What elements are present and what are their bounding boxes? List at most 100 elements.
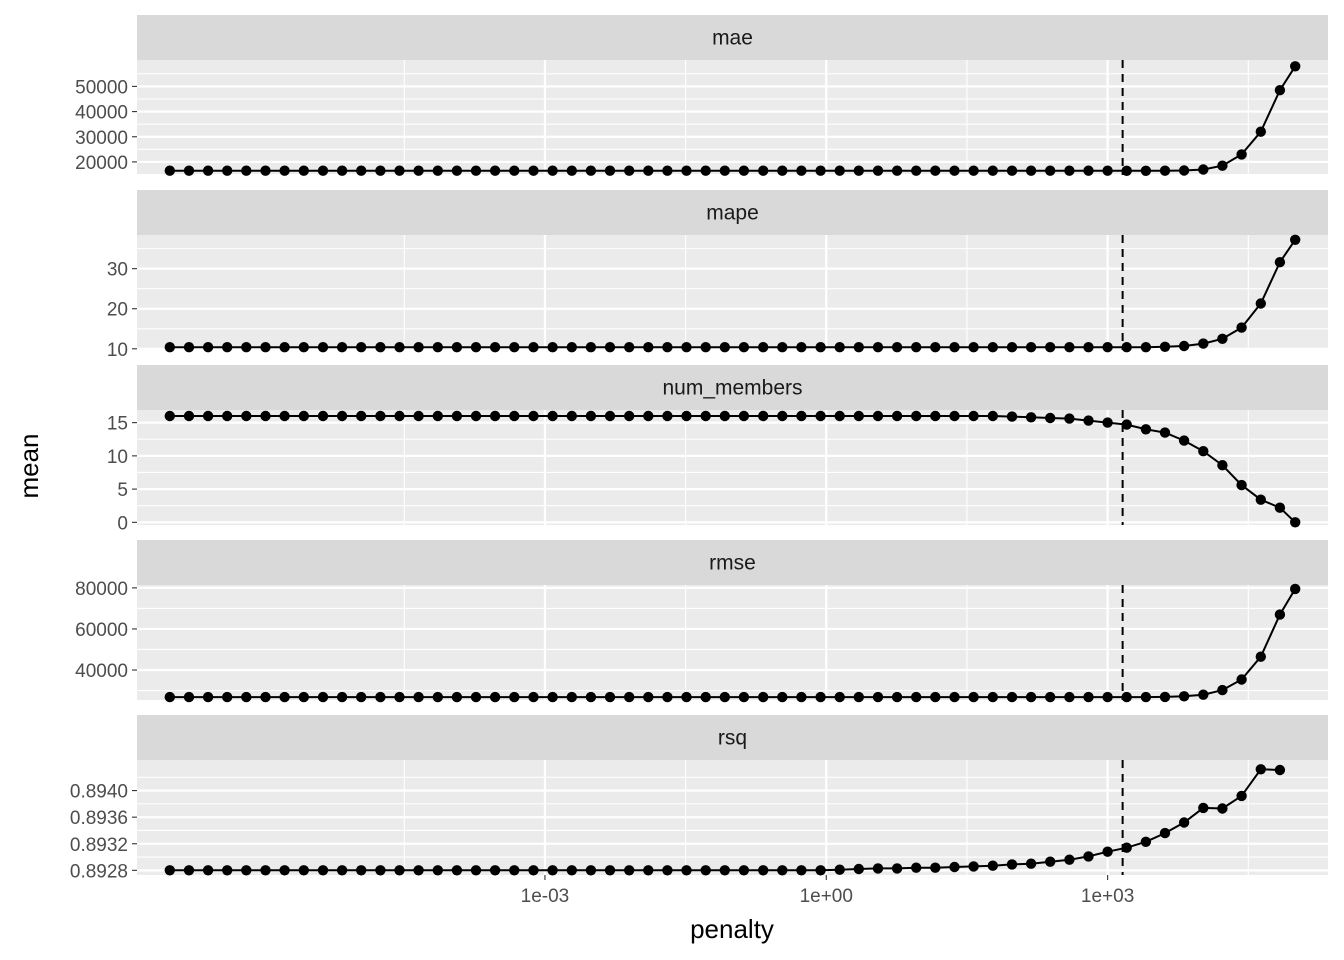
data-point — [375, 410, 386, 422]
data-point — [1102, 417, 1113, 428]
data-point — [643, 342, 654, 353]
data-point — [356, 410, 367, 422]
data-point — [451, 410, 463, 422]
facet-panels: mae 20000 30000 40000 50000 mape 10 20 30 num_mem… — [70, 15, 1328, 882]
data-point — [662, 410, 673, 422]
data-point — [1064, 342, 1075, 353]
data-point — [164, 410, 175, 422]
data-point — [394, 865, 405, 876]
data-point — [911, 410, 922, 422]
data-point — [1025, 342, 1037, 353]
data-point — [1025, 858, 1037, 869]
data-point — [451, 342, 463, 353]
data-point — [317, 410, 329, 422]
data-point — [700, 342, 711, 353]
data-point — [834, 342, 845, 353]
data-point — [1083, 342, 1094, 353]
data-point — [528, 865, 539, 876]
y-tick-label: 10 — [107, 447, 128, 468]
y-tick-label: 0.8932 — [70, 835, 128, 856]
data-point — [1006, 411, 1018, 422]
data-point — [853, 165, 864, 176]
data-point — [930, 342, 941, 353]
data-point — [815, 165, 826, 176]
data-point — [298, 410, 309, 422]
data-point — [604, 165, 616, 176]
data-point — [336, 691, 348, 703]
data-point — [1025, 165, 1037, 176]
data-point — [509, 342, 520, 353]
data-point — [566, 410, 577, 422]
data-point — [528, 691, 539, 703]
data-point — [317, 342, 329, 353]
data-point — [183, 865, 195, 876]
y-tick-label: 20 — [107, 300, 128, 321]
data-point — [547, 691, 558, 703]
data-point — [1290, 234, 1301, 245]
data-point — [394, 691, 405, 703]
y-tick-label: 30000 — [75, 128, 128, 149]
data-point — [700, 165, 711, 176]
data-point — [624, 165, 635, 176]
data-point — [298, 342, 309, 353]
data-point — [662, 865, 673, 876]
y-tick-label: 40000 — [75, 103, 128, 124]
data-point — [585, 410, 597, 422]
x-tick-label: 1e+03 — [1081, 886, 1134, 907]
data-point — [509, 410, 520, 422]
x-tick-label: 1e+00 — [800, 886, 853, 907]
data-point — [1236, 674, 1247, 685]
strip-num_members — [137, 365, 1328, 410]
data-point — [777, 691, 788, 703]
data-point — [432, 865, 443, 876]
data-point — [604, 865, 616, 876]
data-point — [222, 342, 233, 353]
data-point — [1255, 651, 1267, 662]
data-point — [1102, 342, 1113, 353]
data-point — [1217, 803, 1228, 814]
data-point — [891, 165, 903, 176]
data-point — [796, 342, 807, 353]
data-point — [1290, 517, 1301, 528]
y-tick-label: 0 — [117, 513, 128, 534]
data-point — [1217, 684, 1228, 696]
data-point — [1274, 85, 1286, 96]
y-tick-label: 0.8928 — [70, 861, 128, 882]
data-point — [738, 342, 750, 353]
data-point — [260, 342, 271, 353]
data-point — [1121, 342, 1132, 353]
data-point — [853, 342, 864, 353]
data-point — [356, 165, 367, 176]
data-point — [336, 865, 348, 876]
data-point — [470, 342, 482, 353]
strip-label-rsq: rsq — [718, 727, 747, 750]
strip-rmse — [137, 540, 1328, 585]
data-point — [183, 165, 195, 176]
data-point — [164, 865, 175, 876]
data-point — [260, 691, 271, 703]
gridlines-mae — [137, 60, 1328, 175]
data-point — [1159, 341, 1171, 352]
data-point — [911, 862, 922, 873]
data-point — [1045, 691, 1056, 703]
data-point — [681, 165, 692, 176]
panel-mape: mape 10 20 30 — [107, 190, 1328, 361]
data-point — [834, 165, 845, 176]
data-point — [1045, 856, 1056, 867]
data-point — [336, 165, 348, 176]
data-point — [509, 165, 520, 176]
data-point — [1102, 165, 1113, 176]
data-point — [700, 691, 711, 703]
data-point — [1064, 165, 1075, 176]
data-point — [413, 865, 424, 876]
data-point — [1159, 427, 1171, 438]
data-point — [1198, 164, 1209, 175]
data-point — [891, 342, 903, 353]
data-point — [1121, 419, 1132, 430]
data-point — [968, 410, 979, 422]
data-point — [1198, 446, 1209, 457]
data-point — [222, 410, 233, 422]
data-point — [604, 691, 616, 703]
panel-mae: mae 20000 30000 40000 50000 — [75, 15, 1328, 176]
data-point — [1102, 846, 1113, 857]
